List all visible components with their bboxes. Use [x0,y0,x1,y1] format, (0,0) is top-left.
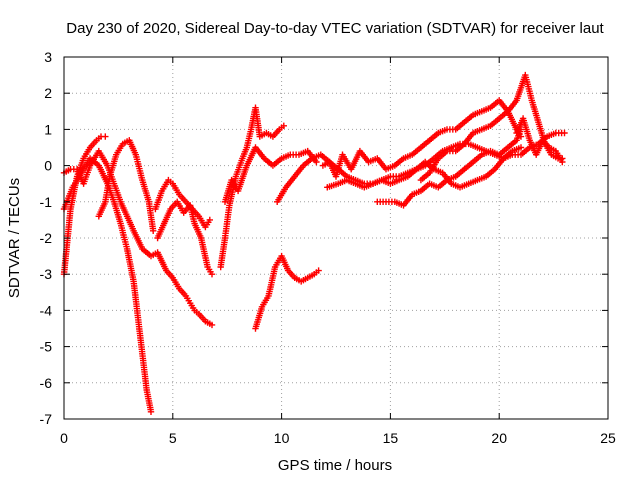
plot-frame [63,56,609,420]
y-tick-label: 1 [44,121,52,137]
y-tick-label: -3 [40,266,53,282]
x-axis-title: GPS time / hours [278,457,392,474]
series-arc-12 [324,144,525,191]
series-arc-13 [374,126,525,209]
data-point-plus [280,122,287,129]
y-tick-label: -7 [40,411,53,427]
data-point-plus [147,408,155,415]
chart-title: Day 230 of 2020, Sidereal Day-to-day VTE… [66,20,604,37]
series-arc-14 [417,71,566,184]
data-point-plus [206,216,213,224]
y-tick-label: -4 [40,302,53,318]
series-arc-15 [513,115,566,166]
series-arc-1 [60,133,109,278]
data-point-plus [517,144,525,151]
axes: 0 5 10 15 20 25 -7 -6 -5 -4 -3 -2 -1 0 1 2 3 [40,49,616,446]
y-tick-label: 2 [44,85,52,101]
series-arc-6 [154,198,216,278]
x-tick-label: 20 [491,430,507,446]
series-arc-4 [95,137,157,234]
y-axis-title: SDTVAR / TECUs [6,178,23,298]
series-arc-7 [217,104,287,271]
data-point-plus [150,227,157,234]
y-tick-label: -2 [40,230,53,246]
y-tick-label: 3 [44,49,52,65]
data-point-plus [315,267,322,274]
data-point-plus [208,271,216,278]
y-tick-label: -6 [40,375,53,391]
series-arc-5 [152,176,213,231]
series-arc-8 [221,144,320,205]
y-tick-label: -5 [40,339,53,355]
y-tick-label: 0 [44,158,52,174]
data-point-plus [208,321,216,329]
data-point-plus [561,129,568,137]
x-tick-label: 10 [274,430,290,446]
data-marks [60,71,568,415]
y-tick-label: -1 [40,194,53,210]
x-tick-label: 15 [383,430,399,446]
data-point-plus [559,158,566,166]
x-tick-label: 25 [600,430,616,446]
data-point-plus [313,158,320,166]
x-tick-label: 5 [169,430,177,446]
x-tick-label: 0 [60,430,68,446]
data-point-plus [102,133,109,140]
series-arc-9 [252,252,322,332]
